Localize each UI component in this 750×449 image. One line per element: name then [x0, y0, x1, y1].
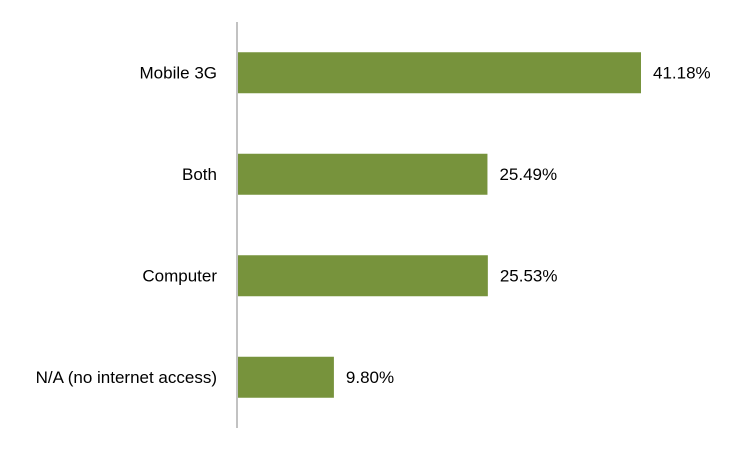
bar-2 — [238, 255, 488, 297]
bar-3 — [238, 356, 334, 398]
data-label-2: 25.53% — [500, 266, 558, 285]
category-labels-group: Mobile 3G Both Computer N/A (no internet ac… — [36, 63, 218, 387]
bars-group — [238, 52, 641, 398]
category-label-0: Mobile 3G — [140, 63, 217, 82]
category-label-2: Computer — [142, 266, 217, 285]
value-labels-group: 41.18% 25.49% 25.53% 9.80% — [346, 63, 711, 387]
data-label-1: 25.49% — [499, 165, 557, 184]
bar-1 — [238, 153, 488, 195]
category-label-1: Both — [182, 165, 217, 184]
category-label-3: N/A (no internet access) — [36, 368, 217, 387]
data-label-0: 41.18% — [653, 63, 711, 82]
data-label-3: 9.80% — [346, 368, 394, 387]
bar-0 — [238, 52, 641, 94]
